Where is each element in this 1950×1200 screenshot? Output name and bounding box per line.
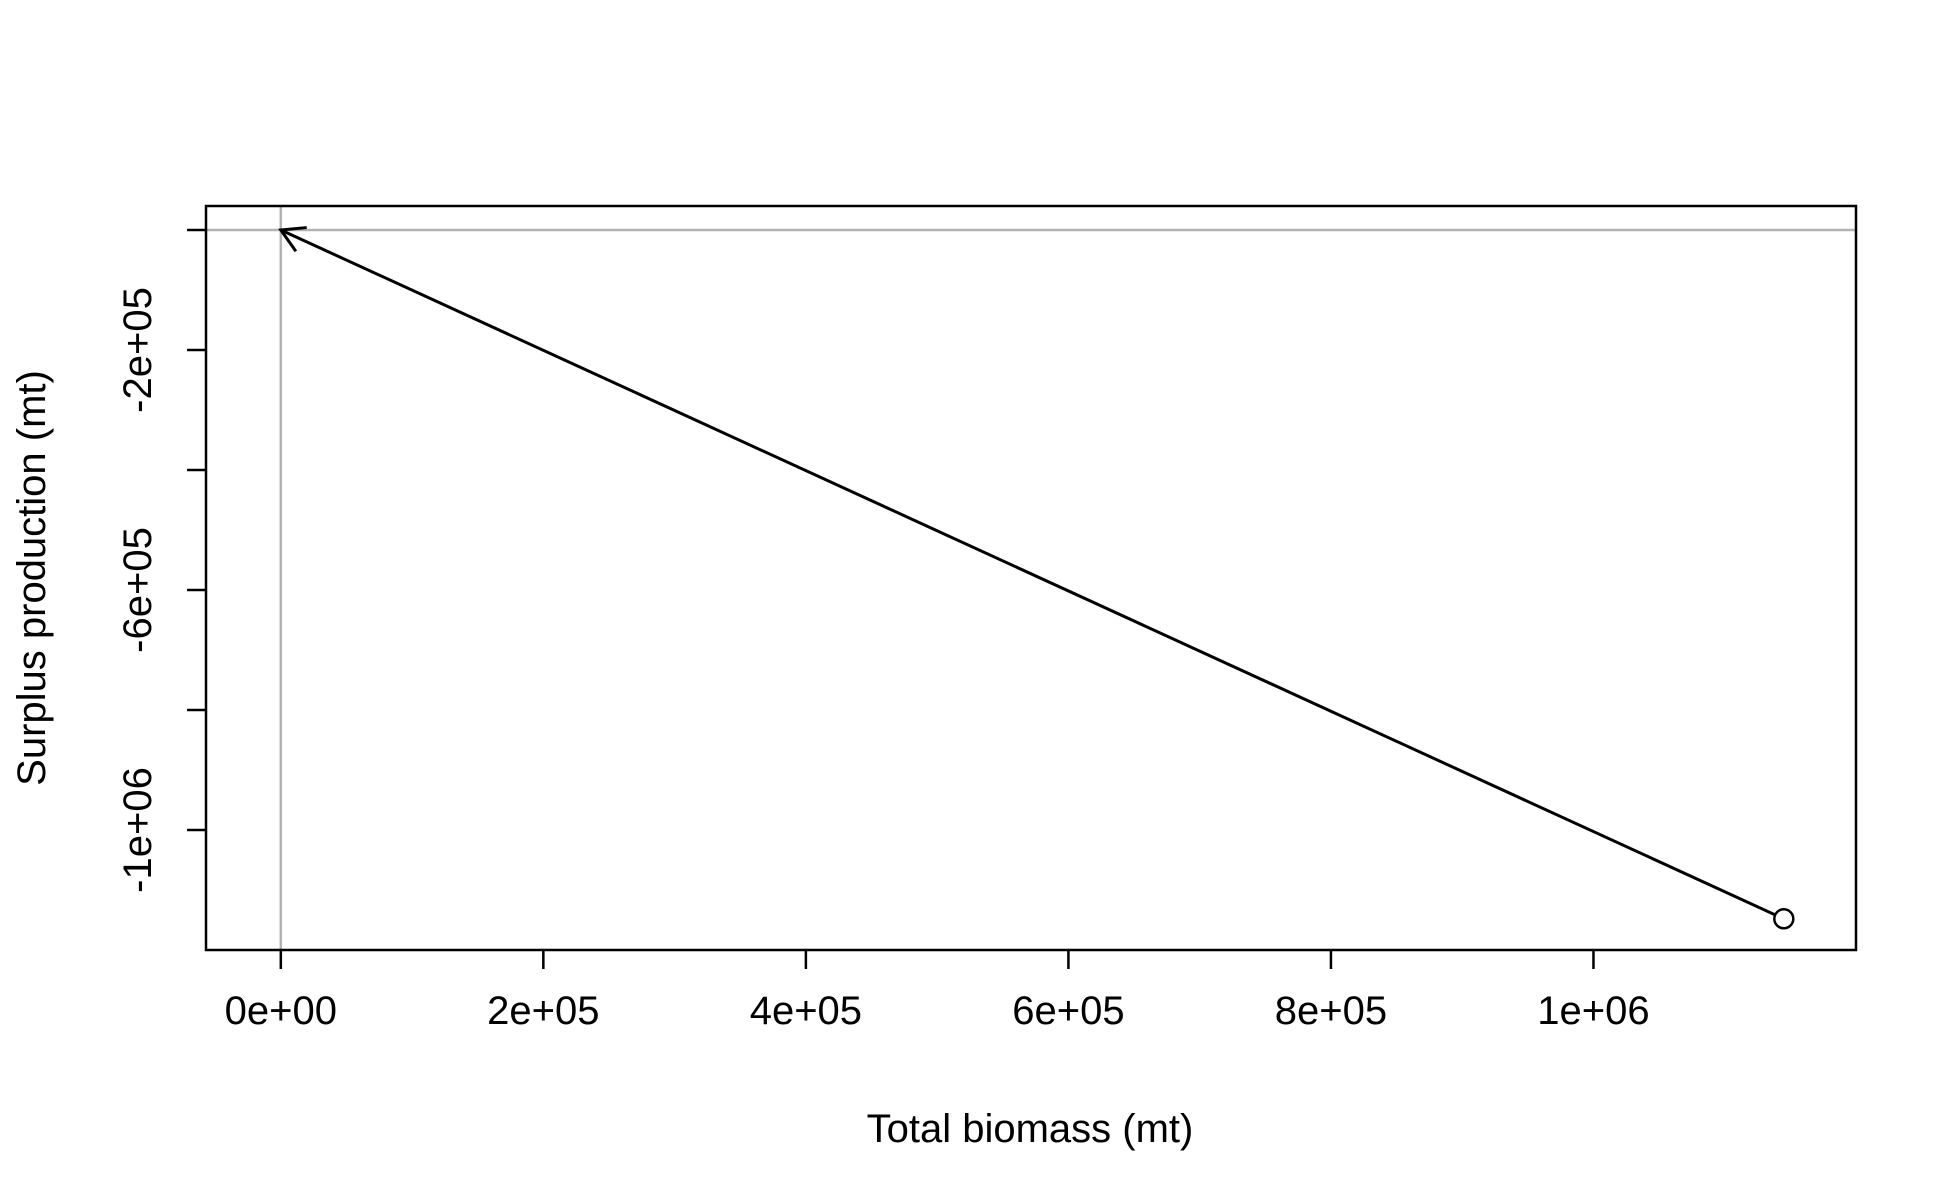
plot-frame (204, 204, 1858, 952)
y-tick-label: -6e+05 (116, 527, 160, 653)
x-tick-label: 4e+05 (750, 989, 862, 1033)
series-line (280, 228, 1785, 921)
x-tick-label: 2e+05 (487, 989, 599, 1033)
y-tick-label: -1e+06 (116, 767, 160, 893)
arrow-head (278, 226, 307, 253)
series-layer (278, 226, 1795, 930)
y-tick-label: -2e+05 (116, 287, 160, 413)
y-axis: -2e+05 -6e+05 -1e+06 (116, 228, 206, 893)
start-point-marker (1773, 908, 1795, 930)
x-tick-label: 1e+06 (1537, 989, 1649, 1033)
x-tick-label: 6e+05 (1012, 989, 1124, 1033)
y-axis-title: Surplus production (mt) (10, 370, 54, 786)
reference-lines (206, 206, 1856, 950)
x-tick-label: 0e+00 (225, 989, 337, 1033)
x-tick-label: 8e+05 (1275, 989, 1387, 1033)
x-axis-title: Total biomass (mt) (867, 1107, 1194, 1151)
x-axis: 0e+00 2e+05 4e+05 6e+05 8e+05 1e+06 (225, 950, 1650, 1033)
